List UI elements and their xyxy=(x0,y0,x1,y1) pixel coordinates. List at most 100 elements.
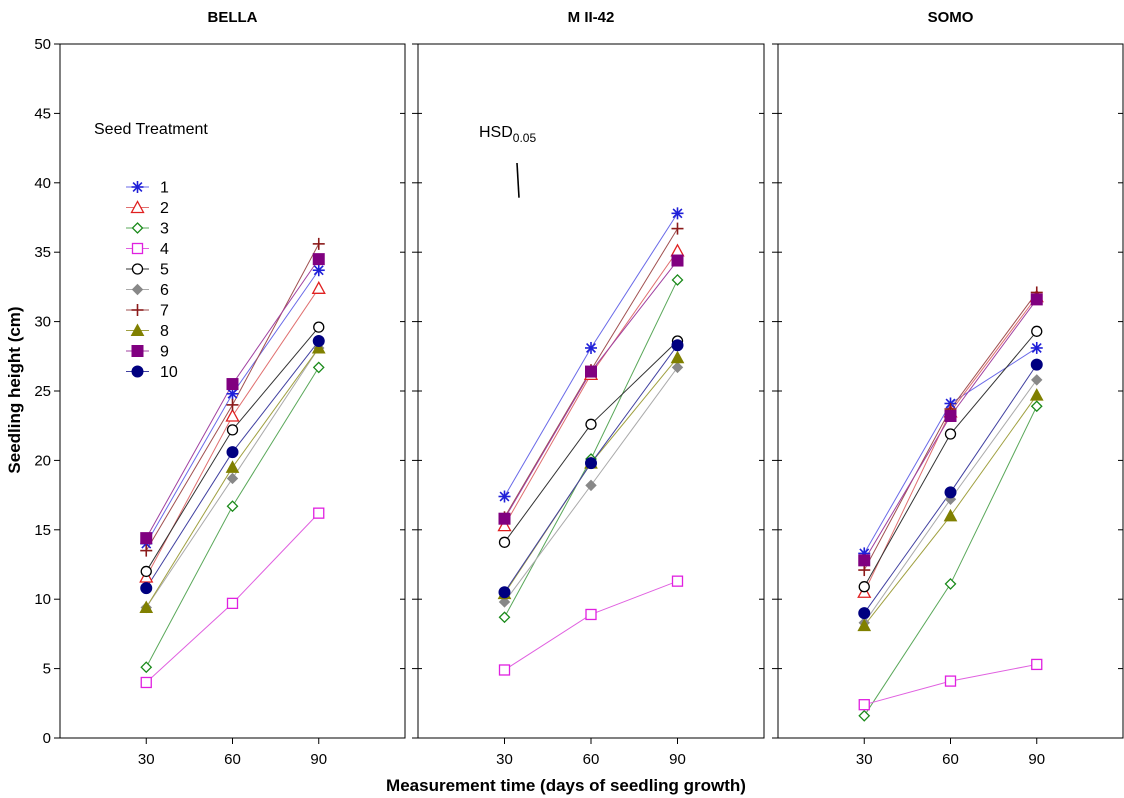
data-point-series-4 xyxy=(226,597,239,610)
data-point-series-2 xyxy=(670,243,685,257)
legend-entry-label: 1 xyxy=(160,180,169,197)
data-point-series-9 xyxy=(585,365,597,378)
hsd-bar xyxy=(516,162,520,198)
legend-entry-label: 5 xyxy=(160,262,169,279)
x-tick-label: 30 xyxy=(138,751,155,768)
panel-title: BELLA xyxy=(208,9,258,26)
data-point-series-3 xyxy=(498,611,511,624)
data-point-series-5 xyxy=(585,418,597,430)
data-point-series-5 xyxy=(498,536,511,548)
x-axis-title: Measurement time (days of seedling growt… xyxy=(386,776,746,795)
data-point-series-1 xyxy=(585,341,597,354)
data-point-series-8 xyxy=(943,508,958,522)
y-tick-label: 35 xyxy=(34,244,51,261)
data-point-series-1 xyxy=(312,264,325,277)
data-point-series-4 xyxy=(313,507,325,519)
legend-entry-label: 8 xyxy=(160,323,169,340)
data-point-series-8 xyxy=(311,340,326,354)
data-point-series-9 xyxy=(226,378,239,391)
data-point-series-5 xyxy=(313,321,325,333)
legend-title: Seed Treatment xyxy=(94,121,208,138)
y-tick-label: 45 xyxy=(34,105,51,122)
y-tick-label: 15 xyxy=(34,522,51,539)
data-point-series-2 xyxy=(311,280,326,294)
legend-entry-label: 2 xyxy=(160,200,169,217)
panel-title: M II-42 xyxy=(568,9,615,26)
data-point-series-3 xyxy=(671,274,684,286)
data-point-series-7 xyxy=(140,544,153,557)
legend-marker xyxy=(131,283,144,296)
data-point-series-9 xyxy=(944,409,957,422)
y-tick-label: 0 xyxy=(43,730,51,747)
x-tick-label: 30 xyxy=(496,751,513,768)
data-point-series-10 xyxy=(498,586,511,599)
x-tick-label: 60 xyxy=(583,751,600,768)
data-point-series-8 xyxy=(139,600,154,614)
series-line-4 xyxy=(504,580,678,671)
data-point-series-5 xyxy=(858,581,870,593)
data-point-series-9 xyxy=(671,254,684,267)
data-point-series-5 xyxy=(140,565,152,578)
data-point-series-9 xyxy=(1030,293,1043,306)
legend-marker xyxy=(130,200,145,214)
data-point-series-2 xyxy=(225,408,240,422)
y-tick-label: 20 xyxy=(34,452,51,469)
data-point-series-9 xyxy=(498,512,511,525)
data-point-series-4 xyxy=(944,675,957,687)
series-line-2 xyxy=(863,296,1038,593)
data-point-series-1 xyxy=(1030,341,1043,354)
legend-marker xyxy=(131,365,144,378)
data-point-series-3 xyxy=(312,361,325,374)
data-point-series-8 xyxy=(1029,388,1044,401)
legend-entry-label: 3 xyxy=(160,221,169,238)
data-point-series-6 xyxy=(498,596,511,608)
data-point-series-4 xyxy=(498,664,511,676)
data-point-series-5 xyxy=(944,428,957,440)
data-point-series-8 xyxy=(857,618,872,632)
data-point-series-9 xyxy=(858,554,871,567)
data-point-series-10 xyxy=(226,446,239,459)
legend-marker xyxy=(131,304,144,316)
x-tick-label: 60 xyxy=(942,751,959,768)
data-point-series-1 xyxy=(671,207,684,220)
legend-marker xyxy=(131,345,144,357)
panel-frame xyxy=(417,43,765,739)
y-tick-label: 40 xyxy=(34,175,51,192)
hsd-annotation: HSD0.05 xyxy=(479,124,536,198)
legend-entry-label: 10 xyxy=(160,364,178,381)
panel-frame xyxy=(777,43,1124,739)
legend-marker xyxy=(131,181,144,193)
data-point-series-5 xyxy=(1031,325,1043,337)
legend-marker xyxy=(130,323,145,336)
data-point-series-7 xyxy=(226,398,239,411)
x-tick-label: 30 xyxy=(856,751,873,768)
hsd-subscript: 0.05 xyxy=(513,131,537,145)
data-point-series-4 xyxy=(1031,658,1043,671)
x-tick-label: 90 xyxy=(310,751,327,768)
y-axis-title: Seedling height (cm) xyxy=(5,306,24,473)
data-point-series-6 xyxy=(1031,374,1043,386)
panel-2: SOMO 30 60 90 xyxy=(772,9,1124,768)
y-tick-label: 50 xyxy=(34,36,51,53)
data-point-series-3 xyxy=(226,500,239,513)
data-point-series-3 xyxy=(858,709,871,722)
y-tick-label: 30 xyxy=(34,314,51,331)
data-point-series-8 xyxy=(225,460,240,473)
x-tick-label: 90 xyxy=(669,751,686,768)
data-point-series-4 xyxy=(585,608,597,621)
data-point-series-6 xyxy=(226,472,239,485)
panel-title: SOMO xyxy=(928,9,974,26)
legend-entry-label: 7 xyxy=(160,303,169,320)
data-point-series-5 xyxy=(226,424,239,436)
y-tick-label: 5 xyxy=(43,661,51,678)
legend-marker xyxy=(131,263,144,275)
data-point-series-4 xyxy=(140,676,152,689)
y-tick-label: 25 xyxy=(34,383,51,400)
data-point-series-7 xyxy=(312,237,325,250)
data-point-series-8 xyxy=(670,350,685,364)
data-point-series-10 xyxy=(312,335,325,348)
legend-marker xyxy=(131,242,144,255)
legend: Seed Treatment 1 2 3 4 5 6 7 8 9 10 xyxy=(94,121,208,381)
